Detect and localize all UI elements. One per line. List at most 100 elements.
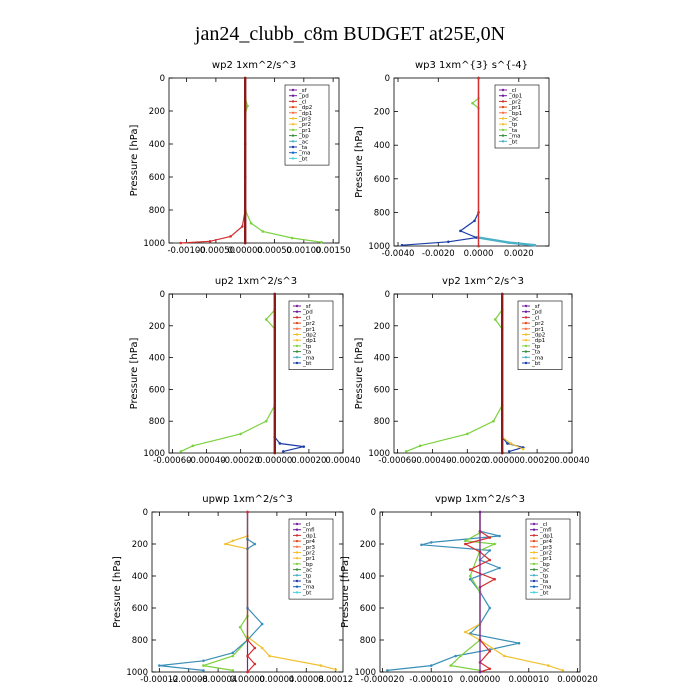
legend-marker	[291, 94, 295, 97]
y-tick-label: 600	[360, 604, 376, 614]
y-tick-label: 800	[374, 208, 390, 218]
panels: wp2 1xm^2/s^3 Pressure [hPa] 0 200 400 600 800…	[112, 60, 598, 685]
legend-entry: _ac	[302, 568, 312, 574]
legend: _sf_pd_cl_pr2_pr1_dp2_dp1_tp_ta_ma_bt	[517, 300, 563, 370]
y-axis-label: Pressure [hPa]	[112, 556, 123, 628]
y-tick-label: 400	[132, 572, 148, 582]
series-bt	[500, 292, 504, 455]
data-point	[261, 230, 265, 233]
series-dp1	[478, 510, 482, 674]
panel-2: wp3 1xm^{3} s^{-4} Pressure [hPa] 0 200 400 6…	[354, 60, 550, 259]
y-tick-label: 200	[360, 540, 376, 550]
legend-marker	[295, 304, 299, 308]
panel-title: vp2 1xm^2/s^3	[442, 276, 524, 287]
legend-marker	[295, 534, 299, 537]
legend-entry: _dp1	[508, 94, 522, 100]
legend-entry: _cl	[508, 88, 517, 94]
legend-marker	[291, 117, 295, 120]
legend-entry: _bt	[302, 361, 312, 367]
legend-marker	[295, 585, 299, 588]
legend-marker	[532, 545, 536, 548]
panel-1: wp2 1xm^2/s^3 Pressure [hPa] 0 200 400 600 800…	[129, 60, 351, 256]
legend-marker	[295, 539, 299, 543]
x-tick-label: 0.0020	[504, 249, 534, 259]
legend-entry: _pr2	[302, 321, 315, 327]
data-point	[500, 292, 504, 296]
legend-entry: _dp1	[302, 533, 316, 539]
data-point	[477, 244, 480, 248]
y-tick-label: 200	[149, 322, 165, 332]
x-tick-label: -0.000020	[361, 675, 405, 685]
plot-frame	[393, 293, 573, 454]
legend-entry: _pr1	[302, 327, 315, 333]
x-tick-label: 0.00020	[520, 456, 555, 466]
x-tick-label: 0.00100	[286, 246, 321, 256]
data-point	[224, 542, 227, 546]
data-point	[243, 76, 247, 80]
y-tick-label: 400	[374, 354, 390, 364]
legend-marker	[532, 568, 536, 571]
legend-marker	[295, 310, 299, 313]
legend-entry: _dp2	[302, 333, 316, 339]
legend-marker	[295, 350, 299, 353]
y-tick-label: 800	[374, 417, 390, 427]
legend-entry: _pr4	[302, 539, 316, 545]
legend-entry: _tp	[539, 573, 549, 579]
data-point	[507, 450, 511, 453]
legend-marker	[524, 333, 528, 336]
data-point	[246, 510, 249, 514]
legend-marker	[291, 145, 295, 149]
data-point	[533, 243, 537, 247]
legend-marker	[295, 591, 299, 594]
x-tick-label: -0.0020	[422, 249, 455, 259]
legend-entry: _ma	[539, 585, 551, 591]
legend-entry: _tp	[302, 344, 312, 350]
data-point	[475, 236, 478, 239]
y-tick-label: 1000	[143, 449, 165, 459]
legend-marker	[291, 88, 295, 92]
legend-entry: _bt	[531, 361, 541, 367]
data-point	[493, 542, 496, 546]
legend-entry: _dp1	[298, 111, 312, 117]
legend-entry: _ac	[508, 117, 518, 123]
x-tick-label: 0.00000	[257, 456, 292, 466]
legend-marker	[532, 539, 536, 543]
x-tick-label: -0.00060	[153, 456, 191, 466]
panel-5: upwp 1xm^2/s^3 Pressure [hPa] 0 200 400 600 80…	[112, 494, 353, 685]
legend-marker	[291, 100, 295, 103]
legend-entry: _cl	[531, 315, 540, 321]
legend-marker	[295, 568, 299, 571]
legend-marker	[532, 551, 536, 554]
x-tick-label: 0.00008	[289, 675, 324, 685]
y-tick-label: 800	[360, 636, 376, 646]
data-point	[264, 419, 268, 423]
data-point	[507, 241, 511, 244]
legend-marker	[295, 528, 299, 531]
series-line	[246, 512, 256, 673]
y-tick-label: 200	[374, 322, 390, 332]
data-point	[503, 654, 506, 658]
legend-entry: _dp1	[302, 338, 316, 344]
data-point	[465, 432, 469, 436]
data-point	[478, 670, 482, 674]
data-point	[191, 444, 195, 448]
legend-marker	[501, 88, 505, 92]
data-point	[464, 539, 467, 543]
data-point	[253, 542, 257, 546]
data-point	[253, 662, 257, 666]
legend-marker	[532, 591, 536, 594]
y-tick-label: 0	[385, 74, 390, 84]
y-axis-label: Pressure [hPa]	[354, 338, 365, 410]
x-tick-label: 0.00040	[554, 456, 589, 466]
legend-marker	[295, 344, 299, 348]
data-point	[320, 240, 323, 244]
legend-entry: _bp	[302, 562, 313, 568]
legend-entry: _pr1	[531, 327, 544, 333]
data-point	[202, 669, 205, 672]
series-line	[180, 78, 246, 244]
legend-entry: _bt	[508, 139, 518, 145]
data-point	[517, 641, 521, 645]
legend-entry: _cl	[302, 522, 311, 528]
x-tick-label: -0.000010	[409, 675, 453, 685]
